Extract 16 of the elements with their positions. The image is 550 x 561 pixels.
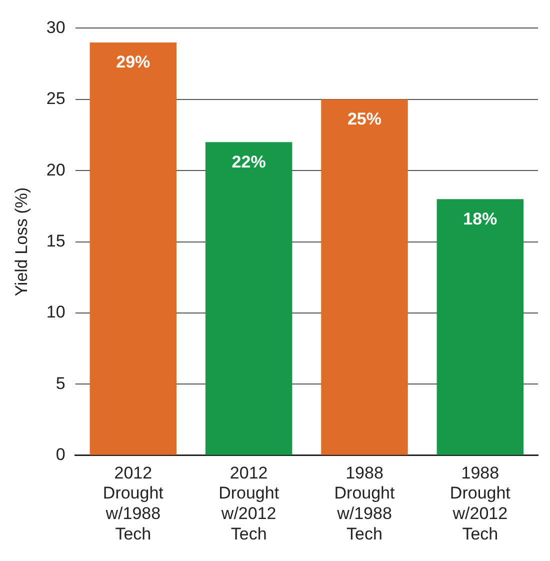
y-tick-label: 10 [46,302,66,322]
x-tick-label: 1988 Drought w/1988 Tech [334,463,396,544]
x-tick-label: 2012 Drought w/1988 Tech [102,463,164,544]
y-tick-label: 30 [46,18,66,37]
y-tick-label: 25 [46,89,66,108]
y-axis-title: Yield Loss (%) [12,187,31,296]
x-tick-label: 2012 Drought w/2012 Tech [218,463,280,544]
data-label: 18% [463,209,498,228]
y-tick-label: 20 [46,160,66,180]
y-tick-label: 15 [46,231,66,250]
data-label: 29% [116,52,150,72]
x-tick-label: 1988 Drought w/2012 Tech [450,463,511,544]
data-label: 22% [232,152,266,172]
y-tick-label: 5 [56,374,66,393]
data-label: 25% [347,110,382,129]
y-tick-label: 0 [56,445,66,464]
